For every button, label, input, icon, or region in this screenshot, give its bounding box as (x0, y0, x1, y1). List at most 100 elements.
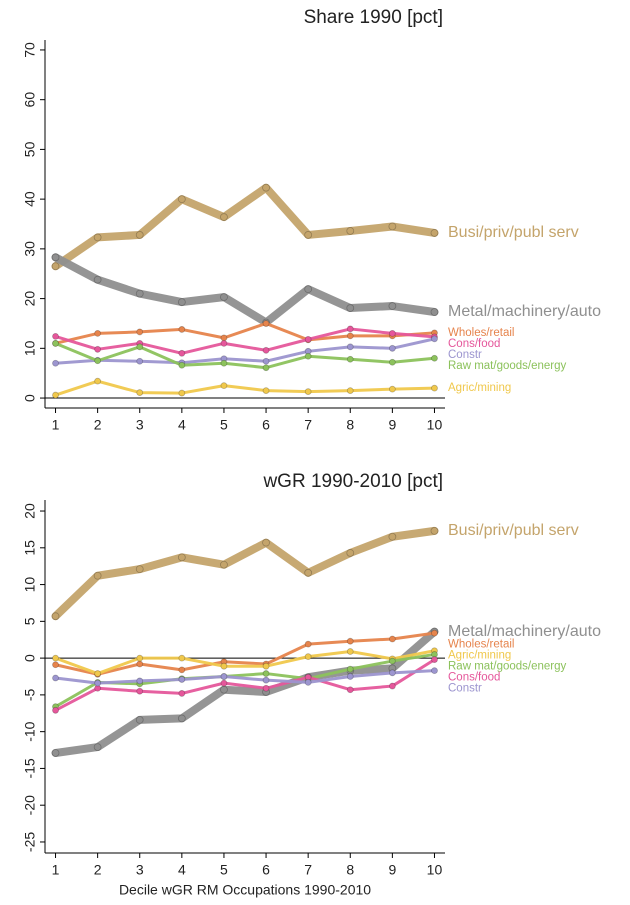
x-tick-label: 1 (52, 862, 60, 878)
series-point (304, 388, 312, 395)
series-point (177, 553, 186, 562)
series-line (54, 327, 436, 355)
series-point (177, 298, 186, 306)
series-point (431, 629, 438, 637)
series-point (388, 385, 396, 393)
series-line (51, 253, 439, 327)
x-tick-label: 2 (94, 862, 102, 878)
series-line (54, 379, 436, 397)
series-point (220, 382, 228, 390)
series-point (52, 391, 59, 399)
series-point (135, 231, 144, 239)
series (52, 647, 438, 677)
x-tick-label: 3 (136, 417, 144, 433)
y-tick-label: 30 (22, 241, 38, 257)
series (51, 183, 439, 271)
series (52, 667, 438, 687)
y-tick-label: 0 (22, 394, 38, 402)
series-point (51, 749, 60, 757)
series-point (346, 549, 355, 557)
series-point (262, 538, 270, 547)
series-point (262, 387, 270, 394)
y-tick-label: -5 (22, 688, 38, 701)
series-point (431, 384, 438, 392)
series-point (177, 714, 186, 723)
series-point (178, 326, 186, 333)
series-point (430, 526, 439, 535)
y-tick-label: 50 (22, 141, 38, 157)
series-point (51, 262, 60, 271)
series-point (346, 648, 354, 655)
series-label: Cons/food (448, 672, 500, 684)
x-tick-label: 6 (262, 862, 270, 878)
series-point (220, 293, 228, 302)
series-label: Constr (448, 349, 482, 361)
y-tick-label: 15 (22, 540, 38, 556)
series (52, 339, 438, 372)
series-point (178, 666, 186, 674)
y-tick-label: -15 (22, 758, 38, 778)
series (52, 629, 438, 678)
series-point (52, 661, 59, 669)
series-point (93, 571, 102, 580)
series-label: Metal/machinery/auto (448, 303, 601, 320)
series-point (135, 715, 144, 724)
y-tick-label: 20 (22, 291, 38, 307)
series-point (262, 670, 270, 677)
series (52, 377, 438, 399)
series-point (136, 654, 144, 662)
series-line (51, 526, 439, 621)
x-tick-label: 10 (427, 862, 443, 878)
y-tick-label: 5 (22, 617, 38, 625)
series-point (178, 676, 186, 683)
series-point (136, 357, 144, 365)
series (51, 253, 439, 327)
series (52, 651, 438, 711)
series-point (136, 389, 144, 396)
series-point (388, 344, 396, 352)
y-tick-label: 20 (22, 503, 38, 519)
series (52, 335, 438, 367)
series-point (304, 568, 313, 577)
series-point (346, 665, 354, 673)
series-point (346, 343, 354, 351)
x-tick-label: 5 (220, 417, 228, 433)
x-axis-label: Decile wGR RM Occupations 1990-2010 (119, 882, 371, 898)
series-point (52, 706, 59, 714)
series-point (388, 330, 396, 337)
series-point (178, 349, 186, 357)
series-line (54, 341, 436, 370)
series-point (346, 686, 354, 694)
series-point (94, 345, 102, 353)
series-point (431, 354, 438, 362)
series-point (388, 222, 397, 231)
series-label: Agric/mining (448, 382, 511, 394)
series-point (431, 335, 438, 343)
series-point (178, 389, 186, 397)
x-tick-label: 2 (94, 417, 102, 433)
series-line (54, 669, 436, 685)
series (51, 526, 439, 621)
series-point (136, 660, 144, 668)
series-label: Raw mat/goods/energy (448, 360, 567, 372)
series-point (304, 285, 313, 294)
y-tick-label: 60 (22, 92, 38, 108)
series-point (262, 364, 270, 372)
series-point (135, 289, 144, 298)
series-point (346, 355, 354, 363)
series-point (135, 565, 144, 574)
series-label: Raw mat/goods/energy (448, 661, 567, 673)
y-tick-label: 70 (22, 42, 38, 58)
series-point (178, 361, 186, 369)
x-tick-label: 4 (178, 862, 186, 878)
series-label: Metal/machinery/auto (448, 623, 601, 640)
series-point (220, 662, 228, 670)
series-point (136, 677, 144, 685)
x-tick-label: 9 (388, 862, 396, 878)
series-point (304, 640, 312, 648)
y-tick-label: -25 (22, 832, 38, 852)
series-point (178, 690, 186, 697)
series-point (388, 657, 396, 665)
x-tick-label: 7 (304, 862, 312, 878)
x-tick-label: 9 (388, 417, 396, 433)
